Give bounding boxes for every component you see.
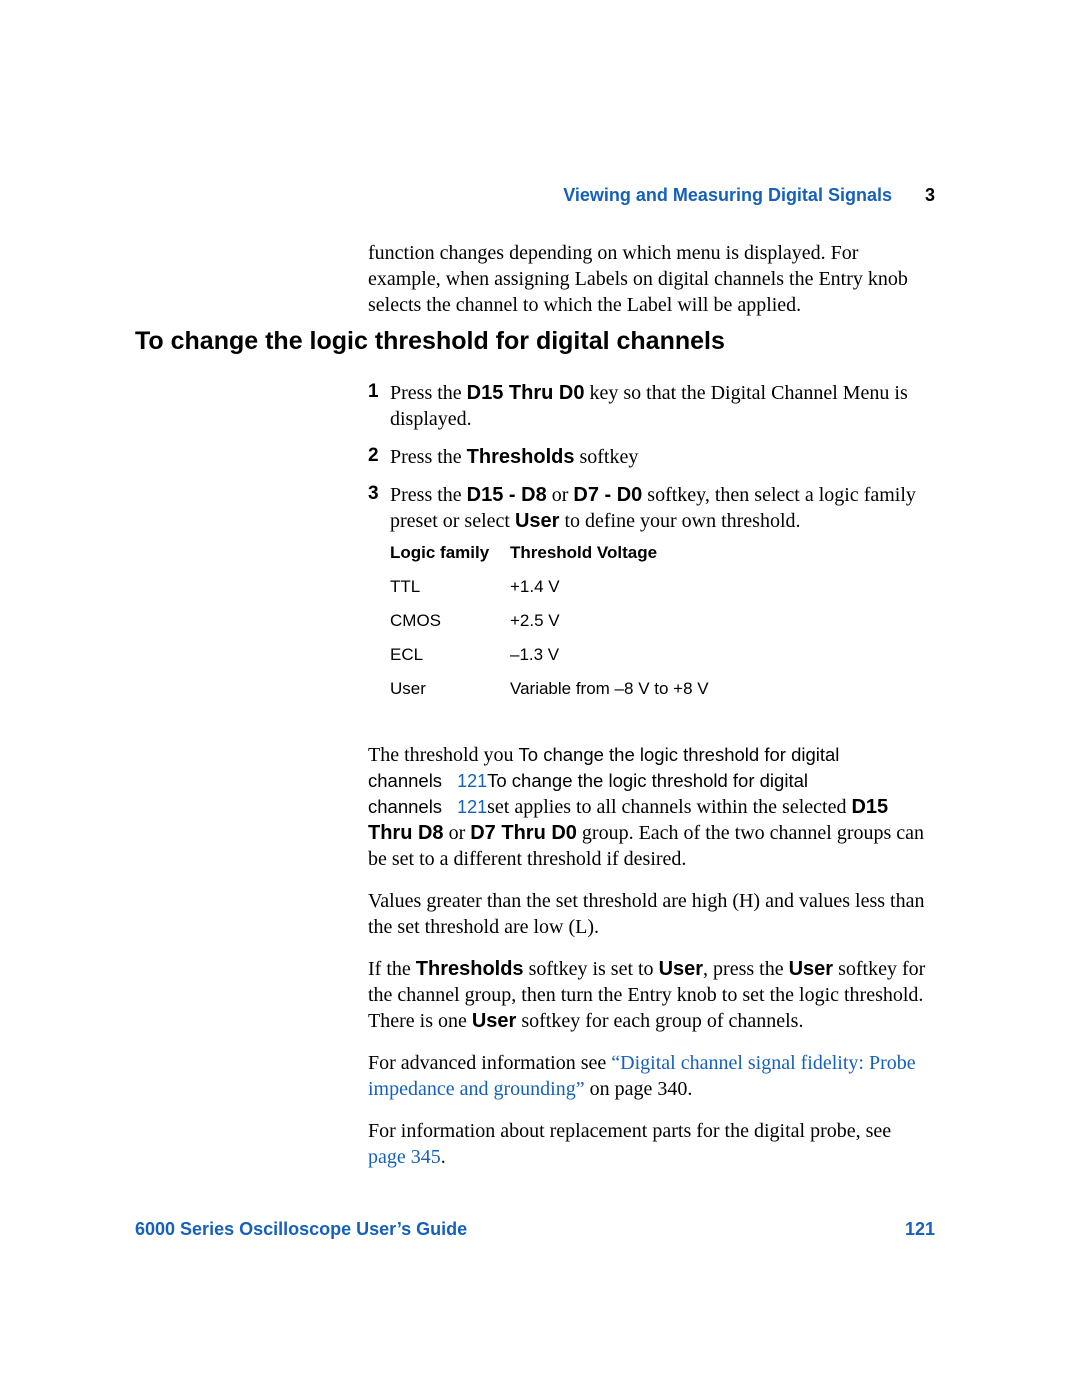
table-cell: User	[390, 679, 510, 699]
step-number: 2	[368, 444, 379, 469]
document-page: Viewing and Measuring Digital Signals 3 …	[0, 0, 1080, 1397]
running-head-chapter: 3	[925, 185, 935, 205]
page-ref-link[interactable]: 121	[457, 771, 487, 791]
footer-guide-title: 6000 Series Oscilloscope User’s Guide	[135, 1219, 467, 1240]
step-number: 1	[368, 380, 379, 405]
steps-list: 1 Press the D15 Thru D0 key so that the …	[368, 380, 928, 546]
page-footer: 6000 Series Oscilloscope User’s Guide 12…	[135, 1219, 935, 1240]
table-cell: –1.3 V	[510, 645, 770, 665]
step-text: Press the D15 - D8 or D7 - D0 softkey, t…	[390, 484, 916, 532]
body-paragraphs: The threshold you To change the logic th…	[368, 742, 933, 1186]
table-cell: TTL	[390, 577, 510, 597]
intro-paragraph: function changes depending on which menu…	[368, 240, 928, 318]
step-1: 1 Press the D15 Thru D0 key so that the …	[368, 380, 928, 432]
table-cell: CMOS	[390, 611, 510, 631]
table-cell: +2.5 V	[510, 611, 770, 631]
table-row: TTL +1.4 V	[390, 577, 770, 597]
page-ref-link[interactable]: page 345	[368, 1146, 441, 1168]
paragraph-advanced-info: For advanced information see “Digital ch…	[368, 1050, 933, 1102]
intro-block: function changes depending on which menu…	[368, 240, 928, 332]
paragraph-user-softkey: If the Thresholds softkey is set to User…	[368, 956, 933, 1034]
table-row: CMOS +2.5 V	[390, 611, 770, 631]
table-header: Logic family	[390, 543, 510, 563]
table-cell: ECL	[390, 645, 510, 665]
page-ref-link[interactable]: 121	[457, 797, 487, 817]
threshold-table: Logic family Threshold Voltage TTL +1.4 …	[390, 543, 770, 713]
table-row: ECL –1.3 V	[390, 645, 770, 665]
footer-page-number: 121	[905, 1219, 935, 1240]
step-text: Press the Thresholds softkey	[390, 446, 638, 468]
running-head: Viewing and Measuring Digital Signals 3	[563, 185, 935, 206]
paragraph-threshold-note: The threshold you To change the logic th…	[368, 742, 933, 872]
section-heading: To change the logic threshold for digita…	[135, 327, 725, 356]
running-head-title: Viewing and Measuring Digital Signals	[563, 185, 892, 205]
paragraph-high-low: Values greater than the set threshold ar…	[368, 888, 933, 940]
table-row: User Variable from –8 V to +8 V	[390, 679, 770, 699]
step-3: 3 Press the D15 - D8 or D7 - D0 softkey,…	[368, 482, 928, 534]
step-text: Press the D15 Thru D0 key so that the Di…	[390, 382, 908, 430]
paragraph-replacement-parts: For information about replacement parts …	[368, 1118, 933, 1170]
table-cell: Variable from –8 V to +8 V	[510, 679, 770, 699]
step-number: 3	[368, 482, 379, 507]
table-header-row: Logic family Threshold Voltage	[390, 543, 770, 563]
table-cell: +1.4 V	[510, 577, 770, 597]
step-2: 2 Press the Thresholds softkey	[368, 444, 928, 470]
table-header: Threshold Voltage	[510, 543, 770, 563]
